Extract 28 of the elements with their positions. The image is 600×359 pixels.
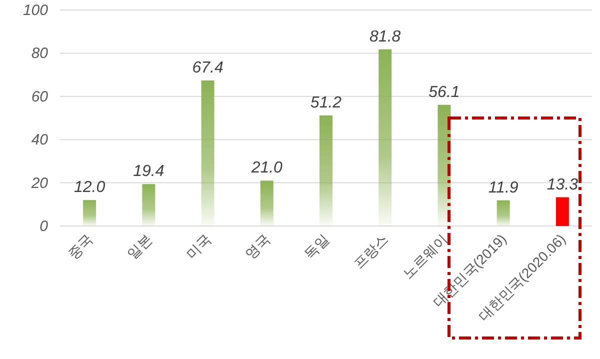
bar xyxy=(320,115,332,226)
bar xyxy=(142,184,156,226)
bar xyxy=(260,180,274,226)
x-tick-label: 중국 xyxy=(64,230,96,262)
bar xyxy=(201,80,214,226)
y-tick-label: 40 xyxy=(31,132,49,149)
x-tick-label: 영국 xyxy=(242,230,274,262)
data-label: 19.4 xyxy=(133,163,164,180)
data-label: 56.1 xyxy=(428,84,460,101)
y-tick-label: 60 xyxy=(31,88,49,106)
data-label: 21.0 xyxy=(250,160,283,177)
y-tick-label: 0 xyxy=(40,218,49,235)
data-label: 11.9 xyxy=(488,179,518,196)
data-label: 51.2 xyxy=(310,94,342,112)
bar xyxy=(378,49,392,226)
bar xyxy=(556,197,569,226)
x-tick-label: 독일 xyxy=(301,230,332,262)
y-tick-label: 100 xyxy=(22,2,49,19)
bar xyxy=(496,200,510,226)
x-tick-label: 미국 xyxy=(182,230,214,262)
data-label: 81.8 xyxy=(370,28,401,46)
x-tick-label: 일본 xyxy=(124,230,155,262)
bar xyxy=(83,200,96,226)
y-tick-label: 20 xyxy=(30,174,49,192)
data-label: 13.3 xyxy=(546,176,578,194)
data-label: 12.0 xyxy=(74,179,106,196)
data-label: 67.4 xyxy=(192,59,224,76)
y-tick-label: 80 xyxy=(31,45,49,62)
